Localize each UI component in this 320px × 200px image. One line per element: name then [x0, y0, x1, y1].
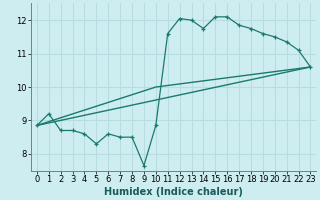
X-axis label: Humidex (Indice chaleur): Humidex (Indice chaleur) [104, 187, 243, 197]
